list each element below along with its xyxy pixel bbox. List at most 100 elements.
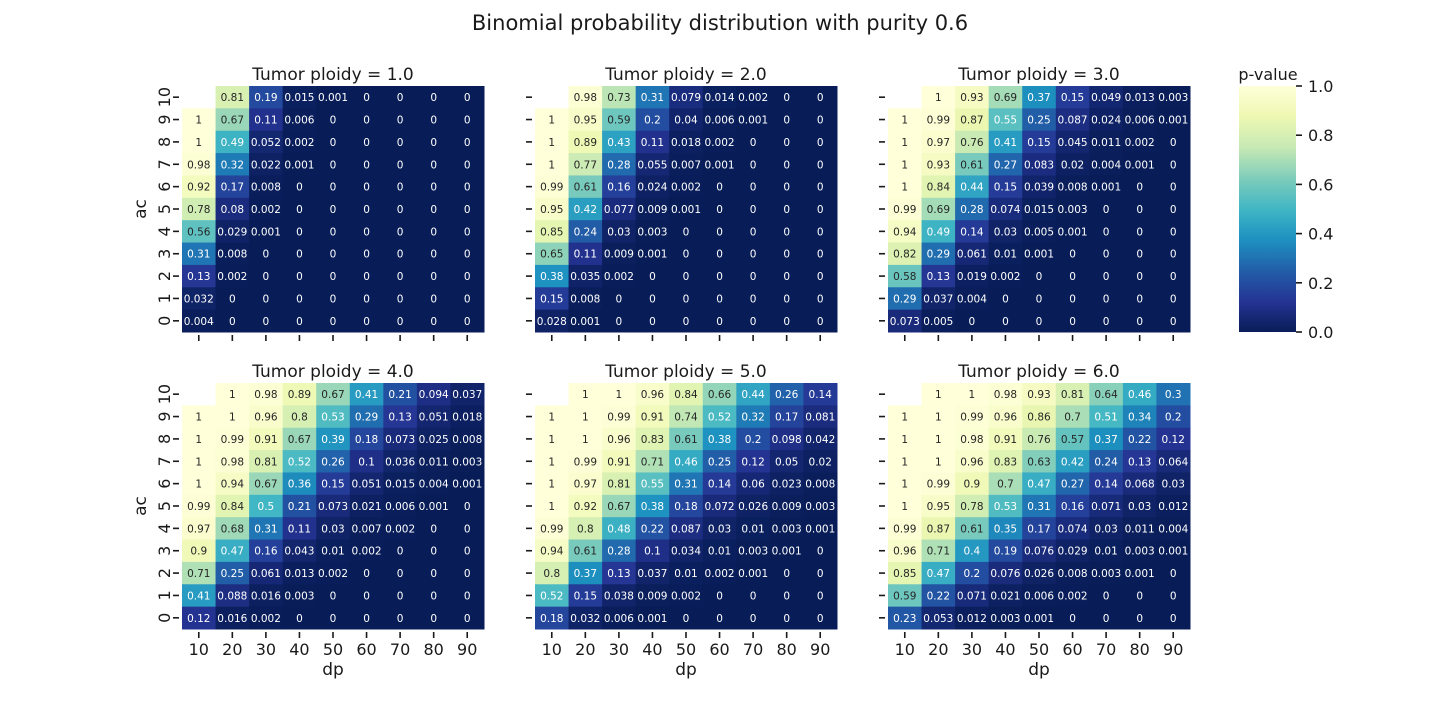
heatmap-cell <box>803 427 838 451</box>
heatmap-cell <box>1055 309 1090 333</box>
cell-label: 0 <box>430 249 437 261</box>
cell-label: 0 <box>430 590 437 602</box>
heatmap-cell <box>1089 427 1124 451</box>
heatmap-cell <box>1122 472 1157 496</box>
heatmap-cell <box>736 584 771 608</box>
heatmap-cell <box>1156 197 1191 221</box>
heatmap-cell <box>702 494 737 518</box>
heatmap-cell <box>1055 108 1090 132</box>
heatmap-cell <box>1089 197 1124 221</box>
cell-label: 0.002 <box>705 568 735 580</box>
heatmap-cell <box>535 153 570 176</box>
figure-title: Binomial probability distribution with p… <box>472 11 968 35</box>
cell-label: 0.001 <box>805 523 835 535</box>
heatmap-cell <box>215 383 250 406</box>
cell-label: 0.01 <box>741 523 764 535</box>
cell-label: 0.89 <box>288 389 311 401</box>
heatmap-cell <box>568 86 603 109</box>
heatmap-cell <box>988 309 1023 333</box>
cell-label: 0 <box>1069 293 1076 305</box>
heatmap-cell <box>1156 287 1191 311</box>
heatmap-cell <box>988 220 1023 244</box>
y-tick-label: 4 <box>155 523 174 533</box>
cell-label: 0.03 <box>708 523 731 535</box>
heatmap-cell <box>769 517 804 541</box>
heatmap-cell <box>1156 561 1191 585</box>
cell-label: 0 <box>1069 613 1076 625</box>
heatmap-cell <box>921 264 956 288</box>
cell-label: 0.026 <box>738 501 768 513</box>
y-tick-label: 7 <box>155 456 174 466</box>
heatmap-cell <box>215 539 250 563</box>
cell-label: 0.99 <box>893 523 916 535</box>
cell-label: 0 <box>464 182 471 194</box>
heatmap-cell <box>1022 264 1057 288</box>
heatmap-cell <box>1122 405 1157 429</box>
heatmap-cell <box>602 175 637 199</box>
heatmap-cell <box>316 153 351 176</box>
cell-label: 0.98 <box>221 456 244 468</box>
heatmap-cell <box>1022 153 1057 176</box>
cell-label: 0.01 <box>708 546 731 558</box>
cell-label: 0 <box>330 137 337 149</box>
heatmap-cell <box>215 153 250 176</box>
cell-label: 0.003 <box>772 523 802 535</box>
cell-label: 0.99 <box>893 204 916 216</box>
heatmap-cell <box>955 220 990 244</box>
heatmap-cell <box>282 108 317 132</box>
heatmap-cell <box>1022 108 1057 132</box>
heatmap-cell <box>635 130 670 154</box>
heatmap-cell <box>1089 405 1124 429</box>
cell-label: 0 <box>783 182 790 194</box>
cell-label: 0.29 <box>355 412 378 424</box>
heatmap-cell <box>1022 561 1057 585</box>
cell-label: 0.002 <box>352 546 382 558</box>
heatmap-cell <box>1055 175 1090 199</box>
cell-label: 0.073 <box>385 434 415 446</box>
heatmap-cell <box>349 517 384 541</box>
cell-label: 0 <box>683 293 690 305</box>
cell-label: 0.009 <box>637 590 667 602</box>
heatmap-cell <box>602 427 637 451</box>
heatmap-cell <box>1089 130 1124 154</box>
heatmap-cell <box>1122 86 1157 109</box>
cell-label: 0 <box>464 92 471 104</box>
cell-label: 0 <box>229 316 236 328</box>
cell-label: 0 <box>397 546 404 558</box>
cell-label: 0 <box>296 249 303 261</box>
cell-label: 1 <box>901 182 908 194</box>
heatmap-cell <box>568 494 603 518</box>
cell-label: 0.2 <box>644 115 661 127</box>
cell-label: 0 <box>397 568 404 580</box>
cell-label: 0 <box>783 92 790 104</box>
cell-label: 0.98 <box>994 389 1017 401</box>
cell-label: 0.15 <box>321 479 344 491</box>
cell-label: 0.001 <box>284 159 314 171</box>
cell-label: 0.071 <box>1091 501 1121 513</box>
cell-label: 0.073 <box>890 316 920 328</box>
heatmap-cell <box>535 427 570 451</box>
cell-label: 0.68 <box>221 523 244 535</box>
cell-label: 0 <box>397 590 404 602</box>
cell-label: 0 <box>1136 293 1143 305</box>
cell-label: 0.61 <box>574 182 597 194</box>
heatmap-cell <box>215 287 250 311</box>
cell-label: 0.001 <box>671 204 701 216</box>
cell-label: 0 <box>750 293 757 305</box>
heatmap-cell <box>602 242 637 266</box>
cell-label: 0 <box>1170 293 1177 305</box>
cell-label: 0.16 <box>254 546 278 558</box>
cell-label: 0 <box>330 249 337 261</box>
heatmap-cell <box>282 220 317 244</box>
heatmap-cell <box>282 383 317 406</box>
cell-label: 1 <box>548 501 555 513</box>
cell-label: 0.002 <box>705 137 735 149</box>
heatmap-cell <box>535 175 570 199</box>
cell-label: 0.074 <box>990 204 1020 216</box>
cell-label: 0.96 <box>960 456 984 468</box>
cell-label: 0 <box>296 316 303 328</box>
heatmap-cell <box>769 606 804 630</box>
heatmap-cell <box>702 175 737 199</box>
cell-label: 0.52 <box>288 456 311 468</box>
cell-label: 0 <box>430 546 437 558</box>
